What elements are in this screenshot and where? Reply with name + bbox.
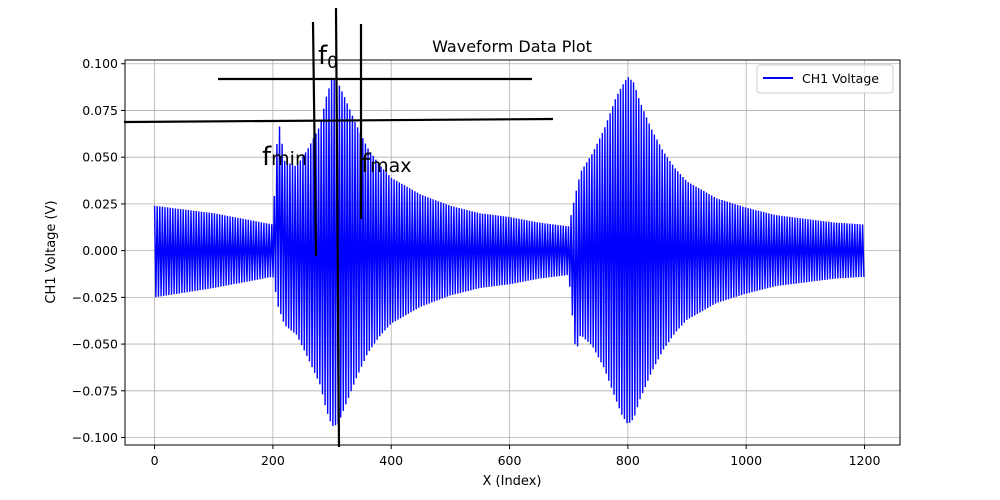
legend-box: [756, 64, 894, 94]
x-tick-label: 1000: [730, 453, 762, 468]
x-tick-label: 800: [616, 453, 640, 468]
fmax-label: fmax: [361, 149, 412, 179]
x-tick-label: 400: [379, 453, 403, 468]
grid: [125, 60, 900, 445]
x-tick-label: 200: [261, 453, 285, 468]
f0-label-sub: 0: [327, 53, 338, 73]
x-tick-label: 0: [151, 453, 159, 468]
y-tick-label: 0.000: [82, 243, 118, 258]
f0-label: f0: [318, 41, 338, 73]
half-power-line: [123, 117, 554, 124]
x-tick-label: 600: [498, 453, 522, 468]
y-ticks: −0.100 −0.075 −0.050 −0.025 0.000 0.025 0.050 0…: [72, 56, 125, 445]
y-axis-label: CH1 Voltage (V): [44, 200, 59, 303]
fmax-label-main: f: [361, 149, 371, 179]
chart-title: Waveform Data Plot: [432, 37, 592, 56]
y-tick-label: 0.025: [82, 196, 118, 211]
fmin-label-sub: min: [271, 148, 307, 170]
y-tick-label: 0.100: [82, 56, 118, 71]
plot-frame: [124, 59, 901, 446]
fmin-marker-line: [311, 21, 318, 257]
annotation-labels: f0 fmin fmax: [262, 41, 412, 179]
fmax-label-sub: max: [370, 155, 411, 177]
signal-layer: [153, 77, 865, 427]
fmin-label: fmin: [262, 142, 307, 172]
annotation-lines: [123, 7, 554, 448]
y-tick-label: −0.050: [72, 337, 118, 352]
x-tick-label: 1200: [849, 453, 881, 468]
f0-label-main: f: [318, 41, 328, 71]
y-tick-label: −0.075: [72, 383, 118, 398]
fmin-label-main: f: [262, 142, 272, 172]
y-tick-label: −0.100: [72, 430, 118, 445]
y-tick-label: 0.075: [82, 103, 118, 118]
y-tick-label: −0.025: [72, 290, 118, 305]
legend-label: CH1 Voltage: [802, 71, 879, 86]
legend: CH1 Voltage: [756, 64, 894, 94]
x-ticks: 0 200 400 600 800 1000 1200: [151, 445, 881, 468]
x-axis-label: X (Index): [483, 474, 542, 489]
f0-marker-line: [334, 7, 341, 448]
ch1-voltage-line: [153, 77, 865, 427]
y-tick-label: 0.050: [82, 150, 118, 165]
